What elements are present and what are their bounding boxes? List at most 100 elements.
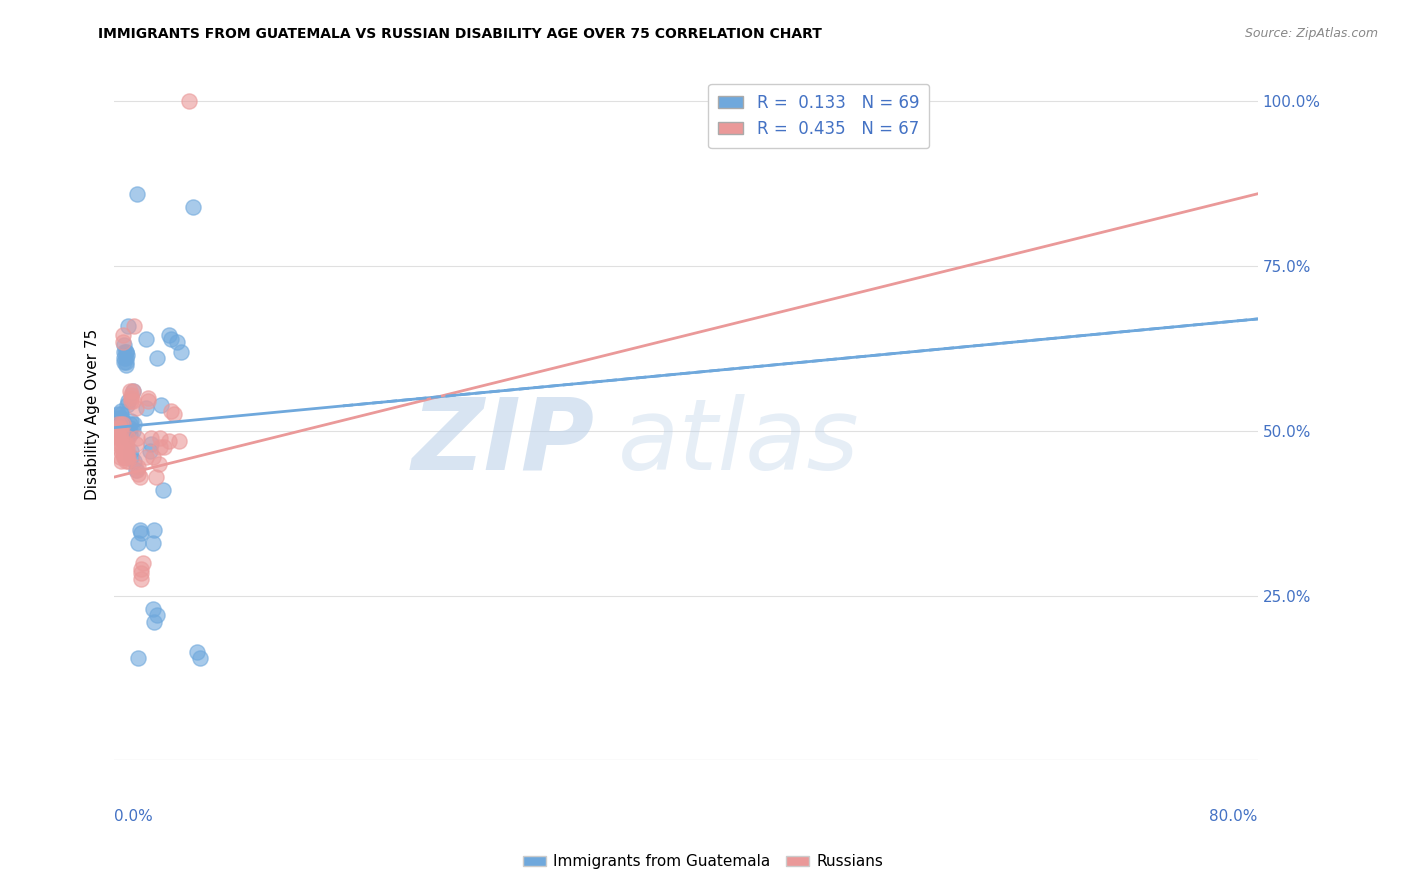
Point <box>110 408 132 422</box>
Point <box>111 328 134 343</box>
Point <box>114 344 136 359</box>
Point <box>120 387 142 401</box>
Point <box>122 453 145 467</box>
Point <box>177 95 200 109</box>
Point <box>115 443 138 458</box>
Point <box>118 427 141 442</box>
Point <box>121 384 143 399</box>
Point <box>112 355 135 369</box>
Point <box>120 443 142 458</box>
Point <box>112 450 135 465</box>
Point <box>110 443 132 458</box>
Point <box>110 430 132 444</box>
Point <box>112 447 135 461</box>
Point <box>110 404 132 418</box>
Point <box>157 328 180 343</box>
Point <box>110 410 132 425</box>
Point <box>157 434 180 448</box>
Point <box>108 420 131 434</box>
Point <box>111 334 134 349</box>
Point <box>125 463 148 477</box>
Point <box>107 414 129 428</box>
Point <box>167 434 190 448</box>
Legend: Immigrants from Guatemala, Russians: Immigrants from Guatemala, Russians <box>516 848 890 875</box>
Point <box>150 398 173 412</box>
Point <box>105 417 128 432</box>
Point <box>122 417 145 432</box>
Point <box>105 420 128 434</box>
Point <box>124 401 146 415</box>
Point <box>115 398 138 412</box>
Point <box>112 351 135 366</box>
Point <box>128 651 150 665</box>
Point <box>105 420 128 434</box>
Point <box>125 186 148 201</box>
Point <box>107 417 129 432</box>
Point <box>160 404 183 418</box>
Point <box>107 437 129 451</box>
Point <box>104 424 127 438</box>
Point <box>145 470 167 484</box>
Point <box>112 338 135 352</box>
Point <box>118 417 141 432</box>
Point <box>131 572 153 586</box>
Point <box>122 318 145 333</box>
Point <box>142 602 165 616</box>
Point <box>110 424 132 438</box>
Point <box>188 651 211 665</box>
Point <box>135 401 157 415</box>
Point <box>111 414 134 428</box>
Point <box>148 457 170 471</box>
Point <box>117 394 139 409</box>
Point <box>121 394 143 409</box>
Text: Source: ZipAtlas.com: Source: ZipAtlas.com <box>1244 27 1378 40</box>
Point <box>114 355 136 369</box>
Point <box>118 420 141 434</box>
Y-axis label: Disability Age Over 75: Disability Age Over 75 <box>86 329 100 500</box>
Point <box>131 562 153 576</box>
Point <box>114 450 136 465</box>
Point <box>143 523 166 537</box>
Point <box>121 384 143 399</box>
Point <box>107 408 129 422</box>
Point <box>128 460 150 475</box>
Point <box>120 391 142 405</box>
Point <box>125 430 148 444</box>
Point <box>186 645 208 659</box>
Point <box>114 344 136 359</box>
Point <box>129 523 152 537</box>
Point <box>117 318 139 333</box>
Point <box>131 566 153 580</box>
Point <box>110 417 132 432</box>
Point <box>117 453 139 467</box>
Point <box>132 556 155 570</box>
Legend: R =  0.133   N = 69, R =  0.435   N = 67: R = 0.133 N = 69, R = 0.435 N = 67 <box>709 84 929 148</box>
Point <box>153 441 176 455</box>
Point <box>114 358 136 372</box>
Point <box>110 424 132 438</box>
Text: IMMIGRANTS FROM GUATEMALA VS RUSSIAN DISABILITY AGE OVER 75 CORRELATION CHART: IMMIGRANTS FROM GUATEMALA VS RUSSIAN DIS… <box>98 27 823 41</box>
Point <box>105 427 128 442</box>
Point <box>124 437 146 451</box>
Point <box>115 450 138 465</box>
Point <box>135 450 157 465</box>
Point <box>118 384 141 399</box>
Point <box>117 424 139 438</box>
Point <box>121 424 143 438</box>
Point <box>120 394 142 409</box>
Point <box>104 410 127 425</box>
Point <box>115 348 138 362</box>
Point <box>110 453 132 467</box>
Point <box>105 414 128 428</box>
Point <box>143 615 166 629</box>
Point <box>138 394 160 409</box>
Point <box>120 450 142 465</box>
Point <box>135 332 157 346</box>
Point <box>108 417 131 432</box>
Point <box>131 526 153 541</box>
Point <box>111 417 134 432</box>
Text: 0.0%: 0.0% <box>114 809 153 824</box>
Point <box>128 536 150 550</box>
Text: atlas: atlas <box>617 393 859 491</box>
Point <box>112 344 135 359</box>
